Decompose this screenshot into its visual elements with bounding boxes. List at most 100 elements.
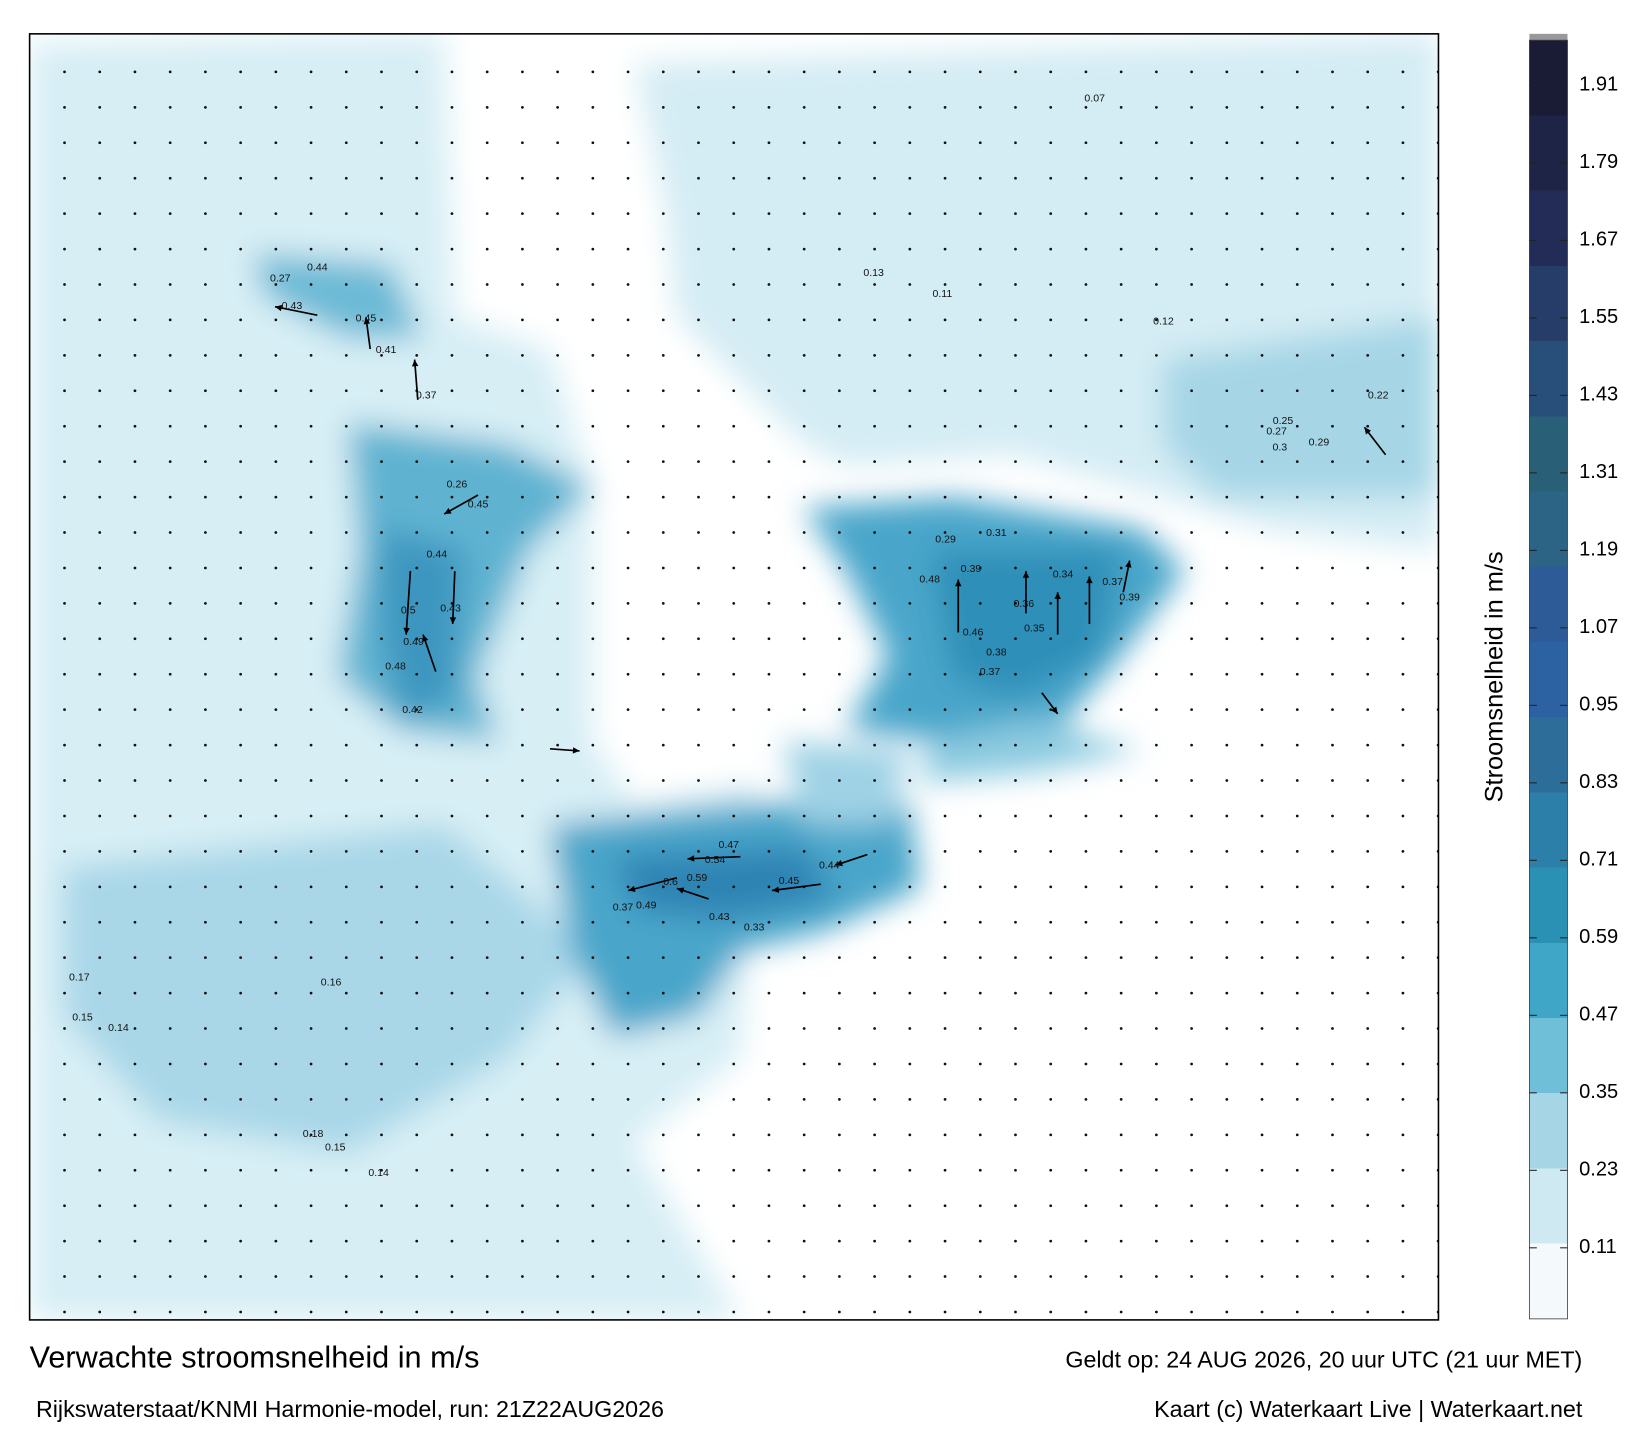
- grid-dot: [98, 1133, 102, 1137]
- grid-dot: [98, 1027, 102, 1030]
- grid-dot: [1260, 1204, 1264, 1208]
- grid-dot: [626, 991, 630, 995]
- grid-dot: [661, 531, 665, 534]
- grid-dot: [556, 212, 559, 216]
- grid-dot: [521, 495, 524, 499]
- grid-dot: [661, 1133, 665, 1137]
- grid-dot: [1190, 460, 1193, 464]
- grid-dot: [63, 1133, 66, 1137]
- grid-dot: [591, 247, 595, 251]
- grid-dot: [450, 247, 454, 251]
- grid-dot: [767, 743, 771, 747]
- grid-dot: [521, 779, 524, 782]
- colorbar-scale: [1529, 39, 1568, 1320]
- grid-dot: [661, 1062, 665, 1066]
- grid-dot: [274, 637, 278, 641]
- grid-dot: [239, 566, 242, 570]
- grid-dot: [63, 141, 66, 145]
- grid-dot: [1260, 460, 1264, 464]
- grid-dot: [1049, 353, 1053, 357]
- grid-dot: [485, 353, 489, 357]
- grid-dot: [521, 920, 524, 924]
- grid-dot: [98, 991, 102, 995]
- grid-dot: [1225, 743, 1229, 747]
- subtitle: Rijkswaterstaat/KNMI Harmonie-model, run…: [36, 1396, 664, 1422]
- grid-dot: [63, 176, 66, 180]
- grid-dot: [1119, 247, 1123, 251]
- grid-dot: [908, 814, 912, 818]
- grid-dot: [1155, 814, 1158, 818]
- grid-dot: [943, 708, 947, 712]
- grid-dot: [415, 531, 419, 534]
- grid-dot: [274, 1098, 278, 1101]
- grid-dot: [521, 1062, 524, 1066]
- grid-dot: [1260, 885, 1264, 889]
- grid-dot: [732, 885, 736, 889]
- grid-dot: [415, 991, 419, 995]
- speed-label: 0.49: [403, 636, 424, 648]
- grid-dot: [908, 672, 912, 676]
- grid-dot: [978, 956, 982, 960]
- grid-dot: [838, 495, 841, 499]
- grid-dot: [1260, 1133, 1264, 1137]
- grid-dot: [1049, 991, 1053, 995]
- grid-dot: [767, 1027, 771, 1030]
- grid-dot: [1119, 566, 1123, 570]
- grid-dot: [943, 212, 947, 216]
- grid-dot: [1049, 920, 1053, 924]
- grid-dot: [1401, 920, 1405, 924]
- grid-dot: [1295, 212, 1299, 216]
- grid-dot: [344, 1204, 348, 1208]
- grid-dot: [943, 1133, 947, 1137]
- grid-dot: [485, 105, 489, 109]
- grid-dot: [1401, 212, 1405, 216]
- grid-dot: [908, 743, 912, 747]
- grid-dot: [133, 920, 137, 924]
- grid-dot: [556, 1027, 559, 1030]
- arrow-head: [835, 859, 843, 867]
- grid-dot: [873, 1062, 876, 1066]
- grid-dot: [978, 850, 982, 853]
- grid-dot: [309, 1168, 313, 1172]
- grid-dot: [344, 1027, 348, 1030]
- grid-dot: [1401, 779, 1405, 782]
- grid-dot: [732, 70, 736, 74]
- grid-dot: [309, 70, 313, 74]
- grid-dot: [1366, 1098, 1370, 1101]
- grid-dot: [63, 1204, 66, 1208]
- grid-dot: [1119, 495, 1123, 499]
- grid-dot: [556, 814, 559, 818]
- grid-dot: [661, 885, 665, 889]
- grid-dot: [1014, 389, 1017, 393]
- grid-dot: [626, 460, 630, 464]
- grid-dot: [204, 353, 207, 357]
- grid-dot: [732, 176, 736, 180]
- grid-dot: [344, 283, 348, 286]
- grid-dot: [591, 1133, 595, 1137]
- grid-dot: [1014, 460, 1017, 464]
- grid-dot: [1190, 601, 1193, 605]
- grid-dot: [1260, 601, 1264, 605]
- grid-dot: [1049, 531, 1053, 534]
- grid-dot: [1295, 105, 1299, 109]
- grid-dot: [556, 141, 559, 145]
- grid-dot: [697, 318, 700, 322]
- grid-dot: [978, 141, 982, 145]
- grid-dot: [450, 1027, 454, 1030]
- grid-dot: [274, 1275, 278, 1278]
- grid-dot: [591, 105, 595, 109]
- grid-dot: [1295, 495, 1299, 499]
- grid-dot: [521, 70, 524, 74]
- grid-dot: [1366, 105, 1370, 109]
- grid-dot: [767, 1275, 771, 1278]
- grid-dot: [63, 531, 66, 534]
- grid-dot: [274, 1239, 278, 1243]
- grid-dot: [591, 1204, 595, 1208]
- grid-dot: [344, 566, 348, 570]
- grid-dot: [1225, 318, 1229, 322]
- grid-dot: [767, 1204, 771, 1208]
- grid-dot: [1190, 779, 1193, 782]
- speed-label: 0.15: [72, 1012, 93, 1024]
- grid-dot: [239, 141, 242, 145]
- grid-dot: [1260, 814, 1264, 818]
